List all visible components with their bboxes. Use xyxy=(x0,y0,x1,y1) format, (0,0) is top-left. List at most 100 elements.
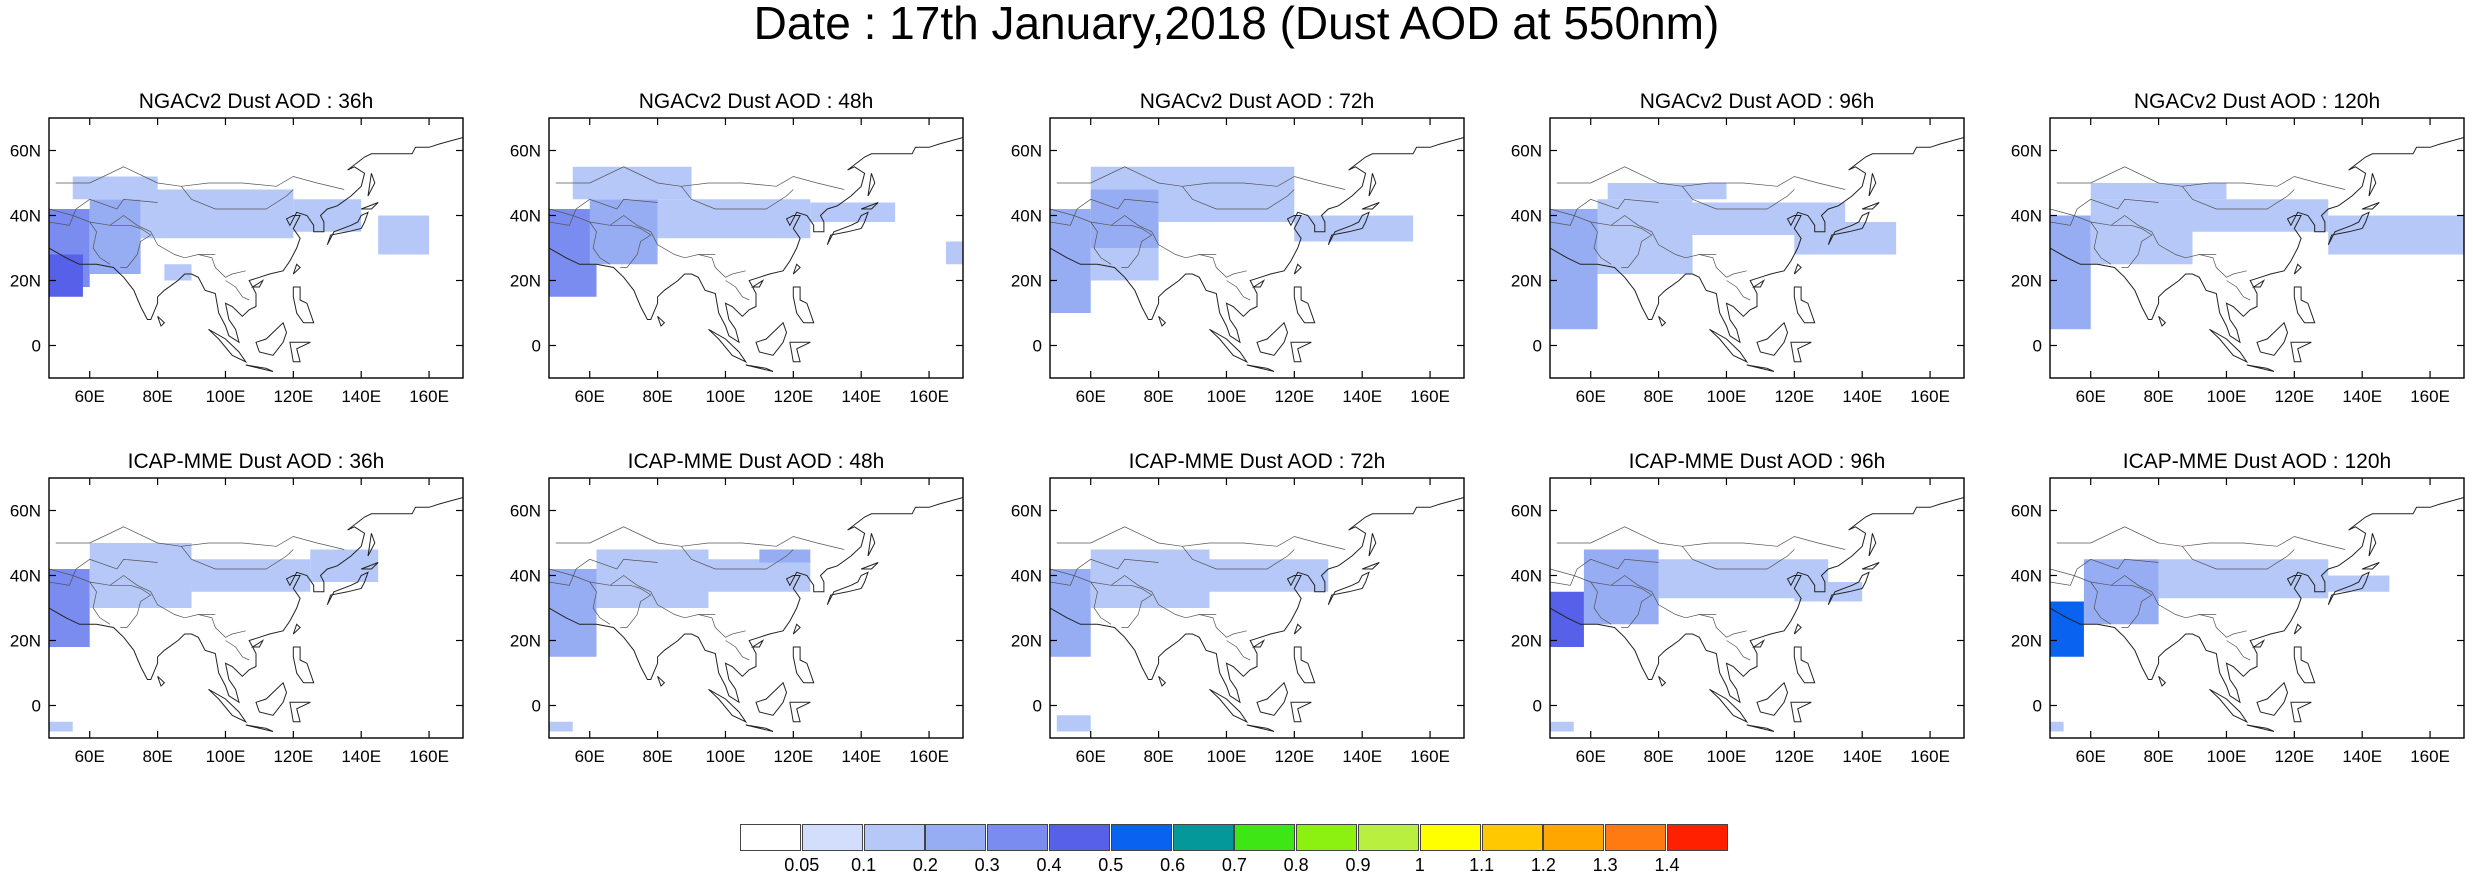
lon-tick-label: 140E xyxy=(841,387,881,406)
country-border xyxy=(2056,166,2346,190)
lat-tick-label: 0 xyxy=(32,337,41,356)
country-border xyxy=(1111,584,1153,628)
lon-tick-label: 140E xyxy=(341,387,381,406)
map-content xyxy=(1550,137,1964,372)
map-content xyxy=(1050,137,1464,372)
island-outline xyxy=(1658,315,1667,327)
colorbar-swatch xyxy=(1234,824,1296,851)
dust-aod-cell xyxy=(49,254,83,297)
country-border xyxy=(1682,546,1795,570)
country-border xyxy=(49,198,158,226)
panel-title: NGACv2 Dust AOD : 36h xyxy=(138,90,374,113)
lat-tick-label: 60N xyxy=(1011,502,1042,521)
colorbar-label: 0.7 xyxy=(1221,855,1247,875)
island-outline xyxy=(861,562,879,570)
country-border xyxy=(1199,614,1247,638)
island-outline xyxy=(657,675,666,687)
lat-tick-label: 60N xyxy=(510,502,541,521)
island-outline xyxy=(755,321,788,356)
lat-tick-label: 60N xyxy=(10,502,41,521)
colorbar-label: 0.3 xyxy=(974,855,1000,875)
lat-tick-label: 60N xyxy=(10,142,41,161)
panel-title: NGACv2 Dust AOD : 48h xyxy=(638,90,874,113)
country-border xyxy=(1199,254,1247,278)
country-border xyxy=(181,186,294,210)
island-outline xyxy=(245,724,274,732)
map-panel: NGACv2 Dust AOD : 36h 60E 80E 100E 120E 140E 1… xyxy=(0,90,464,406)
lon-tick-label: 80E xyxy=(1143,747,1173,766)
country-border xyxy=(1550,568,1717,619)
country-border xyxy=(681,546,794,570)
lat-tick-label: 40N xyxy=(1511,207,1542,226)
dust-aod-cell xyxy=(1090,248,1159,281)
country-border xyxy=(1226,640,1251,661)
lon-tick-label: 160E xyxy=(2410,747,2450,766)
island-outline xyxy=(250,279,265,288)
country-border xyxy=(2226,640,2251,661)
island-outline xyxy=(1746,724,1775,732)
map-panel: ICAP-MME Dust AOD : 120h 60E 80E 100E 120E 14… xyxy=(2001,450,2465,766)
island-outline xyxy=(2362,202,2380,210)
country-border xyxy=(1111,224,1153,268)
island-outline xyxy=(1756,681,1789,716)
dust-aod-cell xyxy=(191,559,311,592)
country-border xyxy=(198,254,246,278)
colorbar-swatch xyxy=(925,824,987,851)
lat-tick-label: 60N xyxy=(1511,142,1542,161)
island-outline xyxy=(1256,681,1289,716)
island-outline xyxy=(2246,364,2275,372)
lon-tick-label: 80E xyxy=(642,387,672,406)
colorbar-swatch xyxy=(987,824,1049,851)
country-border xyxy=(1682,186,1795,210)
island-outline xyxy=(750,639,765,648)
country-border xyxy=(49,208,216,259)
lon-tick-label: 60E xyxy=(1076,747,1106,766)
dust-aod-cell xyxy=(378,215,430,255)
lon-tick-label: 160E xyxy=(1410,387,1450,406)
dust-aod-cell xyxy=(1794,582,1863,602)
dust-aod-cell xyxy=(1158,189,1295,222)
panel-title: ICAP-MME Dust AOD : 96h xyxy=(1628,450,1886,473)
colorbar-swatch xyxy=(1358,824,1419,851)
country-border xyxy=(1550,198,1659,226)
island-outline xyxy=(1290,701,1312,723)
island-outline xyxy=(745,724,774,732)
dust-aod-cell xyxy=(2090,183,2227,200)
map-plot: 60E 80E 100E 120E 140E 160E 60N 40N 20N 0 xyxy=(10,117,464,406)
island-outline xyxy=(367,533,376,557)
lon-tick-label: 100E xyxy=(706,747,746,766)
lon-tick-label: 160E xyxy=(2410,387,2450,406)
lon-tick-label: 80E xyxy=(2143,387,2173,406)
lat-tick-label: 40N xyxy=(10,567,41,586)
lon-tick-label: 160E xyxy=(409,747,449,766)
country-border xyxy=(1550,558,1659,586)
dust-aod-cell xyxy=(1607,183,1727,200)
country-border xyxy=(698,614,746,638)
country-border xyxy=(89,221,111,265)
lon-tick-label: 140E xyxy=(2342,747,2382,766)
colorbar-label: 1 xyxy=(1414,855,1425,875)
colorbar-swatch xyxy=(1481,824,1543,851)
island-outline xyxy=(326,211,369,246)
map-content xyxy=(1050,497,1464,732)
coastline xyxy=(1050,497,1464,704)
coastline xyxy=(2050,137,2464,344)
coastline xyxy=(2050,497,2464,704)
lon-tick-label: 160E xyxy=(409,387,449,406)
lon-tick-label: 120E xyxy=(273,387,313,406)
island-outline xyxy=(1251,279,1266,288)
island-outline xyxy=(1293,646,1316,684)
dust-aod-cell xyxy=(1597,199,1693,274)
island-outline xyxy=(826,211,869,246)
country-border xyxy=(225,280,250,301)
island-outline xyxy=(755,681,788,716)
lat-tick-label: 60N xyxy=(2011,142,2042,161)
dust-aod-cell xyxy=(72,176,158,200)
island-outline xyxy=(1709,328,1749,364)
island-outline xyxy=(361,562,379,570)
dust-aod-cell xyxy=(2294,575,2390,592)
country-border xyxy=(1056,166,1346,190)
island-outline xyxy=(1862,202,1880,210)
lon-tick-label: 120E xyxy=(2274,747,2314,766)
dust-aod-cell xyxy=(1050,209,1091,313)
